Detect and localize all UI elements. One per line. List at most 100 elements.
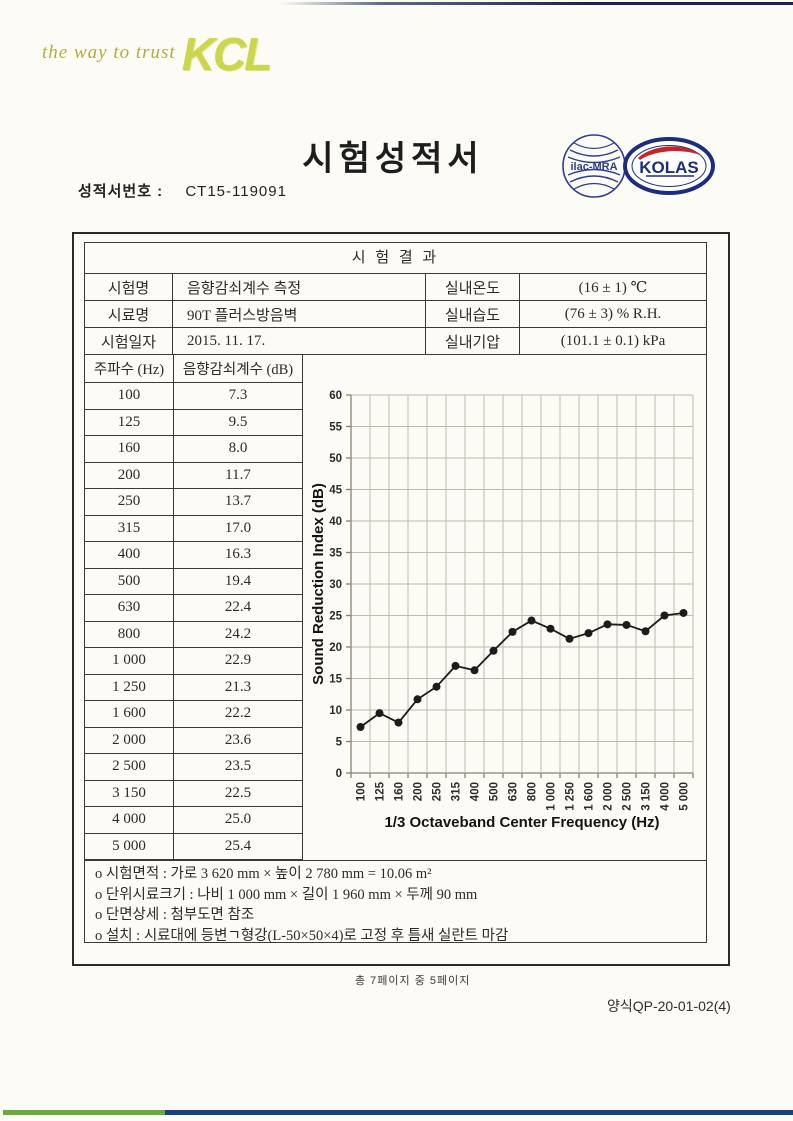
freq-cell: 200	[85, 462, 174, 489]
value-cell: 22.5	[174, 781, 302, 807]
report-number-row: 성적서번호 : CT15-119091	[78, 180, 287, 201]
info-label: 실내기압	[426, 328, 520, 355]
info-label: 실내온도	[426, 274, 520, 301]
chart-y-tick-label: 15	[329, 674, 342, 686]
chart-x-tick-label: 1 250	[565, 782, 577, 811]
chart-svg: 0 5 10 15 20 25 30 35 40 45 50 55 60 100 125 160 200 250 3…	[310, 390, 694, 831]
value-cell: 13.7	[174, 489, 302, 516]
bottom-bar-green-segment	[3, 1110, 165, 1115]
kcl-logo: the way to trust KCL	[42, 28, 273, 80]
freq-cell: 100	[85, 383, 174, 410]
freq-cell: 3 150	[85, 780, 174, 807]
freq-cell: 160	[85, 436, 174, 463]
result-main-area: 주파수 (Hz) 음향감쇠계수 (dB) 100 7.3 125 9.5 160 8.0 200…	[85, 355, 706, 860]
note-line: o 설치 : 시료대에 등변ㄱ형강(L-50×50×4)로 고정 후 틈새 실란…	[95, 927, 509, 944]
chart-data-point	[603, 620, 612, 629]
freq-cell: 315	[85, 515, 174, 542]
chart-y-tick-label: 10	[329, 705, 342, 717]
chart-x-tick-label: 5 000	[679, 782, 691, 811]
result-table-title: 시 험 결 과	[85, 243, 706, 274]
ilac-mra-logo-icon: ilac-MRA	[562, 134, 626, 198]
chart-data-point	[641, 627, 650, 636]
chart-data-point	[356, 723, 365, 732]
frequency-table: 주파수 (Hz) 음향감쇠계수 (dB) 100 7.3 125 9.5 160 8.0 200…	[85, 355, 303, 860]
chart-y-tick-label: 5	[336, 737, 343, 749]
value-cell: 7.3	[174, 383, 302, 410]
freq-cell: 500	[85, 568, 174, 595]
info-label: 시료명	[85, 301, 173, 328]
value-cell: 25.4	[174, 834, 302, 860]
chart-y-tick-label: 50	[329, 453, 342, 465]
chart-x-tick-label: 2 500	[622, 782, 634, 811]
chart-x-tick-label: 3 150	[641, 782, 653, 811]
certification-logos: ilac-MRA KOLAS	[560, 130, 720, 202]
chart-data-point	[622, 620, 631, 629]
value-cell: 9.5	[174, 410, 302, 436]
kolas-logo-icon: KOLAS	[623, 137, 715, 195]
freq-cell: 250	[85, 489, 174, 516]
value-cell: 22.2	[174, 701, 302, 728]
info-value: (101.1 ± 0.1) kPa	[520, 328, 706, 355]
report-number-label: 성적서번호 :	[78, 183, 164, 200]
chart-y-tick-label: 25	[329, 611, 342, 623]
chart-data-point	[432, 682, 441, 691]
chart-y-tick-label: 30	[329, 579, 342, 591]
result-outer-border	[72, 232, 730, 966]
chart-x-tick-label: 1 600	[584, 782, 596, 811]
note-line: o 단위시료크기 : 나비 1 000 mm × 길이 1 960 mm × 두…	[95, 886, 478, 903]
value-cell: 22.4	[174, 595, 302, 622]
value-col-header: 음향감쇠계수 (dB)	[174, 355, 302, 383]
chart-y-axis-title: Sound Reduction Index (dB)	[310, 483, 327, 685]
info-value: 90T 플러스방음벽	[173, 301, 426, 328]
bottom-color-bar	[3, 1110, 793, 1115]
info-value: (76 ± 3) % R.H.	[520, 301, 706, 328]
chart-x-tick-label: 315	[451, 781, 463, 801]
chart-x-tick-label: 500	[489, 782, 501, 801]
info-value: 음향감쇠계수 측정	[173, 274, 426, 301]
chart-y-tick-label: 40	[329, 516, 342, 528]
freq-cell: 400	[85, 542, 174, 569]
chart-data-point	[527, 616, 536, 625]
chart-y-tick-label: 20	[329, 642, 342, 654]
report-number-value: CT15-119091	[185, 183, 287, 200]
chart-data-point	[375, 709, 384, 718]
freq-cell: 800	[85, 621, 174, 648]
chart-x-axis-title: 1/3 Octaveband Center Frequency (Hz)	[384, 814, 659, 831]
value-cell: 17.0	[174, 516, 302, 542]
chart-y-tick-label: 35	[329, 548, 342, 560]
chart-data-point	[584, 629, 593, 638]
freq-cell: 630	[85, 595, 174, 622]
chart-x-tick-label: 125	[375, 781, 387, 801]
svg-text:ilac-MRA: ilac-MRA	[570, 161, 617, 173]
value-cell: 11.7	[174, 463, 302, 489]
chart-data-point	[394, 718, 403, 727]
chart-data-point	[489, 646, 498, 655]
note-line: o 시험면적 : 가로 3 620 mm × 높이 2 780 mm = 10.…	[95, 866, 432, 882]
chart-data-point	[546, 624, 555, 633]
svg-text:KOLAS: KOLAS	[639, 158, 699, 177]
chart-x-tick-label: 2 000	[603, 782, 615, 811]
chart-data-point	[679, 608, 688, 617]
info-value: (16 ± 1) ℃	[520, 274, 706, 301]
chart-zone: 0 5 10 15 20 25 30 35 40 45 50 55 60 100 125 160 200 250 3…	[303, 355, 706, 860]
chart-x-tick-label: 200	[413, 782, 425, 801]
freq-cell: 2 000	[85, 727, 174, 754]
chart-y-tick-label: 0	[336, 768, 342, 780]
chart-data-point	[565, 634, 574, 643]
value-cell: 19.4	[174, 569, 302, 595]
chart-x-tick-label: 250	[432, 782, 444, 801]
info-label: 시험명	[85, 274, 173, 301]
freq-cell: 125	[85, 409, 174, 436]
kcl-brand-text: KCL	[181, 28, 273, 80]
value-cell: 21.3	[174, 675, 302, 701]
page-title: 시험성적서	[302, 140, 484, 178]
chart-x-tick-label: 100	[356, 782, 368, 801]
footer-form-number: 양식QP-20-01-02(4)	[607, 998, 731, 1014]
value-cell: 23.5	[174, 754, 302, 781]
chart-data-point	[470, 666, 479, 675]
freq-col-header: 주파수 (Hz)	[85, 355, 174, 383]
chart-y-tick-label: 60	[329, 390, 342, 402]
chart-y-tick-label: 45	[329, 485, 342, 497]
test-info-grid: 시험명 음향감쇠계수 측정 실내온도 (16 ± 1) ℃ 시료명 90T 플러스방음벽 실…	[85, 274, 706, 355]
value-cell: 8.0	[174, 436, 302, 463]
